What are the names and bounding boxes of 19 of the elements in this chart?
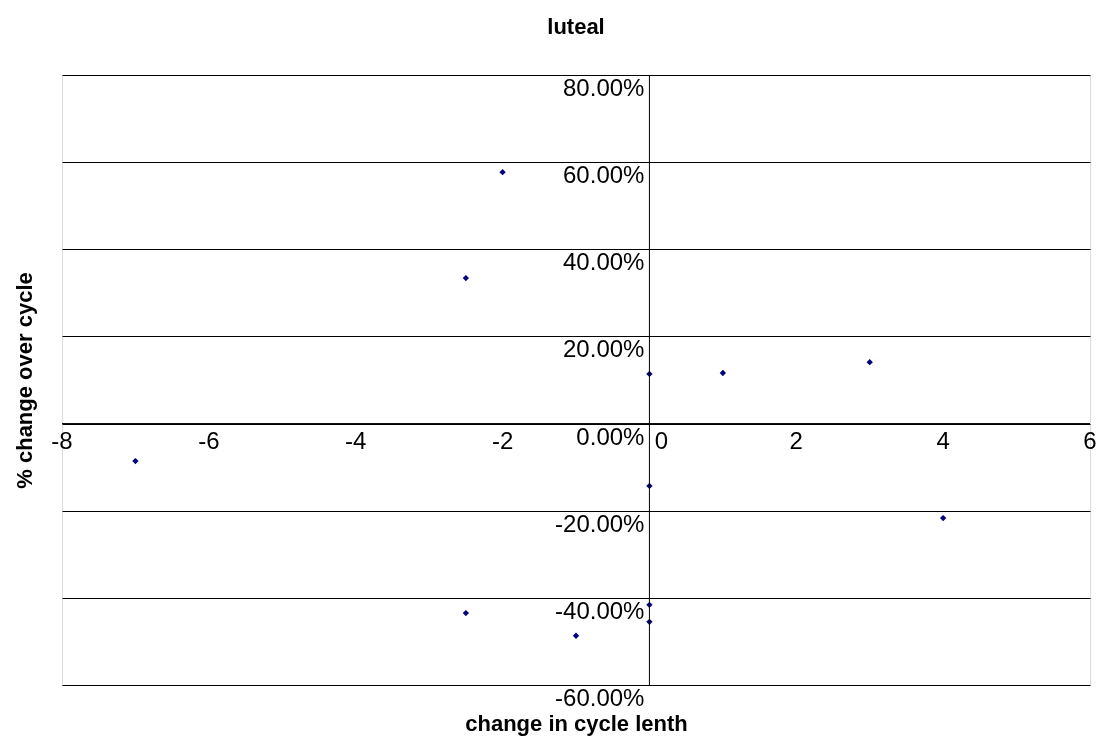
y-tick-label: 20.00%: [563, 335, 645, 363]
y-tick-label: 40.00%: [563, 248, 645, 276]
x-tick-label: 2: [789, 426, 803, 454]
x-tick-label: 0: [654, 426, 669, 454]
y-tick-label: 0.00%: [576, 422, 645, 450]
y-tick-label: -20.00%: [555, 509, 645, 537]
x-tick-label: -6: [198, 426, 220, 454]
y-tick-label: 60.00%: [563, 161, 645, 189]
x-tick-label: 6: [1083, 426, 1097, 454]
chart-title: luteal: [547, 13, 605, 39]
y-tick-label: -40.00%: [555, 596, 645, 624]
x-tick-label: -2: [491, 426, 514, 454]
x-tick-label: -8: [51, 426, 73, 454]
y-axis-title: % change over cycle: [11, 272, 37, 489]
y-tick-label: 80.00%: [563, 74, 645, 101]
x-tick-label: 4: [936, 426, 950, 454]
x-axis-title: change in cycle lenth: [465, 710, 688, 736]
y-tick-label: -60.00%: [555, 684, 645, 711]
x-tick-label: -4: [345, 426, 367, 454]
